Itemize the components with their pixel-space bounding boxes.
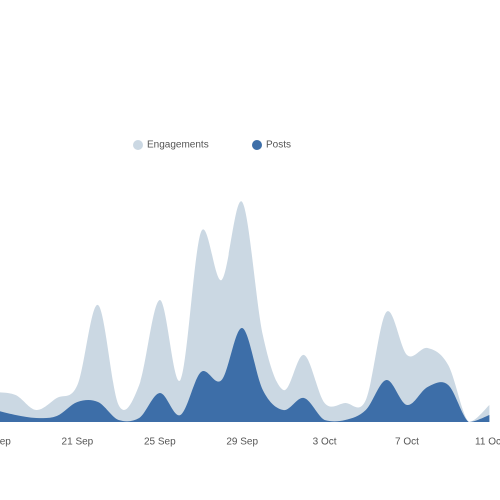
area <box>0 327 490 422</box>
x-tick-label: 17 Sep <box>0 437 11 448</box>
x-tick-label: 29 Sep <box>226 437 258 448</box>
x-tick-label: 7 Oct <box>395 437 419 448</box>
legend-label: Posts <box>266 140 291 151</box>
legend-marker <box>133 140 143 150</box>
area <box>0 201 490 422</box>
x-tick-label: 21 Sep <box>62 437 94 448</box>
legend-label: Engagements <box>147 140 209 151</box>
x-tick-label: 25 Sep <box>144 437 176 448</box>
legend-marker <box>252 140 262 150</box>
x-tick-label: 11 Oct <box>475 437 500 448</box>
x-tick-label: 3 Oct <box>313 437 337 448</box>
